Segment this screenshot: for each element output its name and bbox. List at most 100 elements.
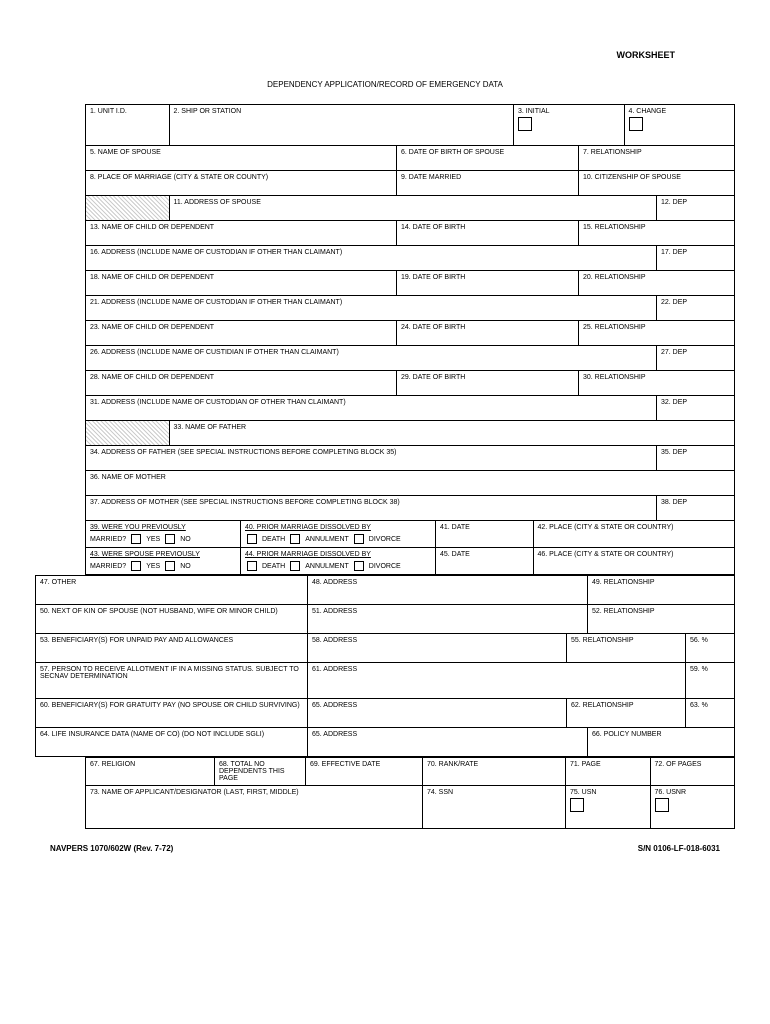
field-50[interactable]: 50. NEXT OF KIN OF SPOUSE (NOT HUSBAND, …	[35, 605, 308, 633]
field-32[interactable]: 32. DEP	[657, 396, 735, 420]
field-1[interactable]: 1. UNIT I.D.	[85, 105, 170, 145]
checkbox-43-yes[interactable]	[131, 561, 141, 571]
field-47[interactable]: 47. OTHER	[35, 576, 308, 604]
field-3[interactable]: 3. INITIAL	[514, 105, 625, 145]
field-12[interactable]: 12. DEP	[657, 196, 735, 220]
field-31[interactable]: 31. ADDRESS (INCLUDE NAME OF CUSTODIAN O…	[85, 396, 657, 420]
death-label: DEATH	[262, 536, 285, 543]
checkbox-44-div[interactable]	[354, 561, 364, 571]
field-33[interactable]: 33. NAME OF FATHER	[170, 421, 736, 445]
field-9[interactable]: 9. DATE MARRIED	[397, 171, 579, 195]
field-72[interactable]: 72. OF PAGES	[651, 758, 736, 785]
field-49[interactable]: 49. RELATIONSHIP	[588, 576, 735, 604]
field-48[interactable]: 48. ADDRESS	[308, 576, 588, 604]
field-44[interactable]: 44. PRIOR MARRIAGE DISSOLVED BY DEATHANN…	[241, 548, 436, 574]
field-42[interactable]: 42. PLACE (CITY & STATE OR COUNTRY)	[534, 521, 736, 547]
field-46[interactable]: 46. PLACE (CITY & STATE OR COUNTRY)	[534, 548, 736, 574]
field-66[interactable]: 66. POLICY NUMBER	[588, 728, 735, 756]
field-52[interactable]: 52. RELATIONSHIP	[588, 605, 735, 633]
field-63[interactable]: 63. %	[686, 699, 735, 727]
checkbox-43-no[interactable]	[165, 561, 175, 571]
field-15[interactable]: 15. RELATIONSHIP	[579, 221, 735, 245]
field-35[interactable]: 35. DEP	[657, 446, 735, 470]
checkbox-initial[interactable]	[518, 117, 532, 131]
field-2[interactable]: 2. SHIP OR STATION	[170, 105, 515, 145]
field-53[interactable]: 53. BENEFICIARY(S) FOR UNPAID PAY AND AL…	[35, 634, 308, 662]
field-19[interactable]: 19. DATE OF BIRTH	[397, 271, 579, 295]
field-18[interactable]: 18. NAME OF CHILD OR DEPENDENT	[85, 271, 397, 295]
field-41[interactable]: 41. DATE	[436, 521, 534, 547]
field-60[interactable]: 60. BENEFICIARY(S) FOR GRATUITY PAY (NO …	[35, 699, 308, 727]
field-39[interactable]: 39. WERE YOU PREVIOUSLY MARRIED?YESNO	[85, 521, 241, 547]
field-29[interactable]: 29. DATE OF BIRTH	[397, 371, 579, 395]
field-65[interactable]: 65. ADDRESS	[308, 699, 567, 727]
field-62[interactable]: 62. RELATIONSHIP	[567, 699, 686, 727]
checkbox-44-annul[interactable]	[290, 561, 300, 571]
field-61[interactable]: 61. ADDRESS	[308, 663, 686, 698]
field-20[interactable]: 20. RELATIONSHIP	[579, 271, 735, 295]
section-top: 1. UNIT I.D. 2. SHIP OR STATION 3. INITI…	[85, 104, 735, 575]
field-24[interactable]: 24. DATE OF BIRTH	[397, 321, 579, 345]
field-5[interactable]: 5. NAME OF SPOUSE	[85, 146, 397, 170]
field-56[interactable]: 56. %	[686, 634, 735, 662]
checkbox-40-div[interactable]	[354, 534, 364, 544]
checkbox-usn[interactable]	[570, 798, 584, 812]
no-label-2: NO	[180, 563, 191, 570]
field-75-label: 75. USN	[570, 789, 596, 796]
checkbox-40-annul[interactable]	[290, 534, 300, 544]
field-6[interactable]: 6. DATE OF BIRTH OF SPOUSE	[397, 146, 579, 170]
field-74[interactable]: 74. SSN	[423, 786, 566, 828]
field-64[interactable]: 64. LIFE INSURANCE DATA (NAME OF CO) (DO…	[35, 728, 308, 756]
field-34[interactable]: 34. ADDRESS OF FATHER (SEE SPECIAL INSTR…	[85, 446, 657, 470]
field-71[interactable]: 71. PAGE	[566, 758, 651, 785]
death-label-2: DEATH	[262, 563, 285, 570]
field-55[interactable]: 55. RELATIONSHIP	[567, 634, 686, 662]
field-17[interactable]: 17. DEP	[657, 246, 735, 270]
field-36[interactable]: 36. NAME OF MOTHER	[85, 471, 735, 495]
field-7[interactable]: 7. RELATIONSHIP	[579, 146, 735, 170]
hatch-11	[85, 196, 170, 220]
field-13[interactable]: 13. NAME OF CHILD OR DEPENDENT	[85, 221, 397, 245]
field-14[interactable]: 14. DATE OF BIRTH	[397, 221, 579, 245]
checkbox-40-death[interactable]	[247, 534, 257, 544]
field-8[interactable]: 8. PLACE OF MARRIAGE (CITY & STATE OR CO…	[85, 171, 397, 195]
field-43[interactable]: 43. WERE SPOUSE PREVIOUSLY MARRIED?YESNO	[85, 548, 241, 574]
checkbox-usnr[interactable]	[655, 798, 669, 812]
field-27[interactable]: 27. DEP	[657, 346, 735, 370]
field-40[interactable]: 40. PRIOR MARRIAGE DISSOLVED BY DEATHANN…	[241, 521, 436, 547]
checkbox-44-death[interactable]	[247, 561, 257, 571]
field-38[interactable]: 38. DEP	[657, 496, 735, 520]
field-11[interactable]: 11. ADDRESS OF SPOUSE	[170, 196, 658, 220]
field-69[interactable]: 69. EFFECTIVE DATE	[306, 758, 423, 785]
field-39-label: 39. WERE YOU PREVIOUSLY	[90, 524, 186, 531]
field-57[interactable]: 57. PERSON TO RECEIVE ALLOTMENT IF IN A …	[35, 663, 308, 698]
field-26[interactable]: 26. ADDRESS (INCLUDE NAME OF CUSTIDIAN I…	[85, 346, 657, 370]
checkbox-change[interactable]	[629, 117, 643, 131]
field-30[interactable]: 30. RELATIONSHIP	[579, 371, 735, 395]
field-70[interactable]: 70. RANK/RATE	[423, 758, 566, 785]
field-4[interactable]: 4. CHANGE	[625, 105, 736, 145]
field-59[interactable]: 59. %	[686, 663, 735, 698]
field-45[interactable]: 45. DATE	[436, 548, 534, 574]
footer-left: NAVPERS 1070/602W (Rev. 7-72)	[50, 844, 173, 853]
field-51[interactable]: 51. ADDRESS	[308, 605, 588, 633]
field-75[interactable]: 75. USN	[566, 786, 651, 828]
field-23[interactable]: 23. NAME OF CHILD OR DEPENDENT	[85, 321, 397, 345]
field-22[interactable]: 22. DEP	[657, 296, 735, 320]
field-25[interactable]: 25. RELATIONSHIP	[579, 321, 735, 345]
header-title: WORKSHEET	[35, 50, 735, 60]
field-16[interactable]: 16. ADDRESS (INCLUDE NAME OF CUSTODIAN I…	[85, 246, 657, 270]
field-21[interactable]: 21. ADDRESS (INCLUDE NAME OF CUSTODIAN I…	[85, 296, 657, 320]
checkbox-39-yes[interactable]	[131, 534, 141, 544]
field-65b[interactable]: 65. ADDRESS	[308, 728, 588, 756]
field-28[interactable]: 28. NAME OF CHILD OR DEPENDENT	[85, 371, 397, 395]
checkbox-39-no[interactable]	[165, 534, 175, 544]
field-67[interactable]: 67. RELIGION	[85, 758, 215, 785]
field-44-label: 44. PRIOR MARRIAGE DISSOLVED BY	[245, 551, 371, 558]
field-37[interactable]: 37. ADDRESS OF MOTHER (SEE SPECIAL INSTR…	[85, 496, 657, 520]
field-68[interactable]: 68. TOTAL NO DEPENDENTS THIS PAGE	[215, 758, 306, 785]
field-73[interactable]: 73. NAME OF APPLICANT/DESIGNATOR (LAST, …	[85, 786, 423, 828]
field-58[interactable]: 58. ADDRESS	[308, 634, 567, 662]
field-76[interactable]: 76. USNR	[651, 786, 736, 828]
field-10[interactable]: 10. CITIZENSHIP OF SPOUSE	[579, 171, 735, 195]
